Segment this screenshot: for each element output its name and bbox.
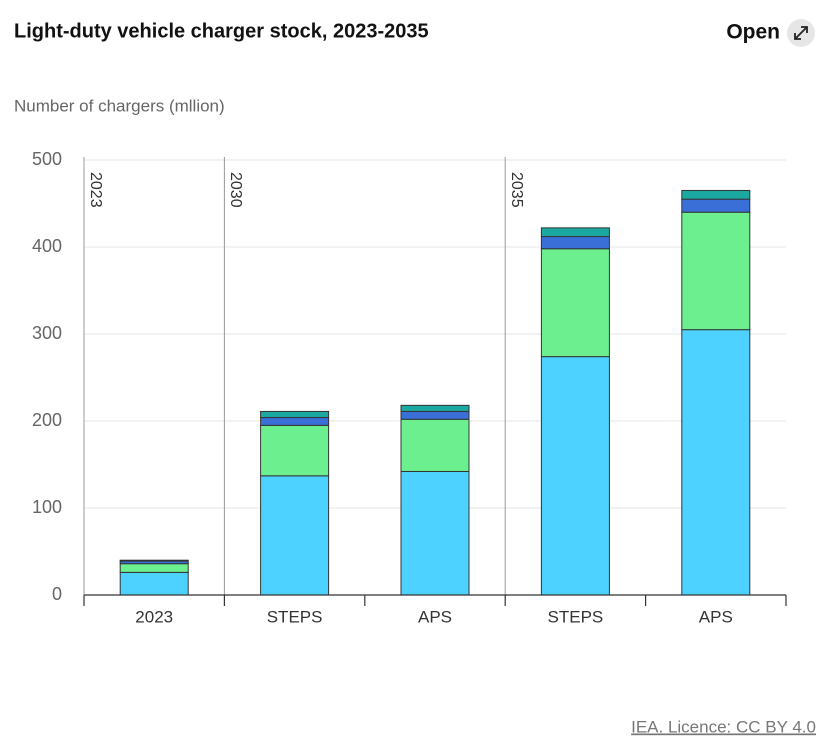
bar-segment (681, 189, 751, 200)
bar-segment (400, 418, 470, 472)
chart-title: Light-duty vehicle charger stock, 2023-2… (14, 20, 429, 42)
bar-segment (119, 571, 189, 596)
y-tick-label: 0 (52, 584, 62, 604)
group-label: 2035 (508, 172, 525, 208)
open-label[interactable]: Open (726, 21, 780, 44)
x-tick-label: STEPS (267, 607, 323, 626)
y-tick-label: 400 (32, 236, 62, 256)
bar-segment (260, 410, 330, 419)
y-tick-label: 500 (32, 149, 62, 169)
bar-segment (260, 417, 330, 426)
group-label: 2023 (87, 172, 104, 208)
bar-segment (119, 559, 189, 562)
bar-segment (400, 410, 470, 420)
bar-segment (681, 198, 751, 213)
bar-segment (260, 475, 330, 596)
bar-segment (119, 563, 189, 573)
bar-segment (540, 236, 610, 250)
open-button[interactable]: Open (726, 19, 815, 47)
bar-segment (540, 356, 610, 596)
bar-segment (681, 211, 751, 331)
bar-segment (681, 329, 751, 596)
bar-segment (540, 248, 610, 358)
bar-segment (260, 424, 330, 477)
x-tick-label: APS (699, 607, 733, 626)
bar-segment (400, 404, 470, 412)
group-label: 2030 (227, 172, 244, 208)
y-axis-label: Number of chargers (mllion) (14, 96, 225, 115)
open-icon[interactable] (794, 26, 808, 40)
x-tick-label: APS (418, 607, 452, 626)
source-link[interactable]: IEA. Licence: CC BY 4.0 (631, 717, 816, 736)
bar-segment (400, 470, 470, 596)
bar-segment (540, 227, 610, 238)
x-tick-label: 2023 (135, 607, 173, 626)
x-tick-label: STEPS (548, 607, 604, 626)
y-tick-label: 300 (32, 323, 62, 343)
y-tick-label: 100 (32, 497, 62, 517)
y-tick-label: 200 (32, 410, 62, 430)
